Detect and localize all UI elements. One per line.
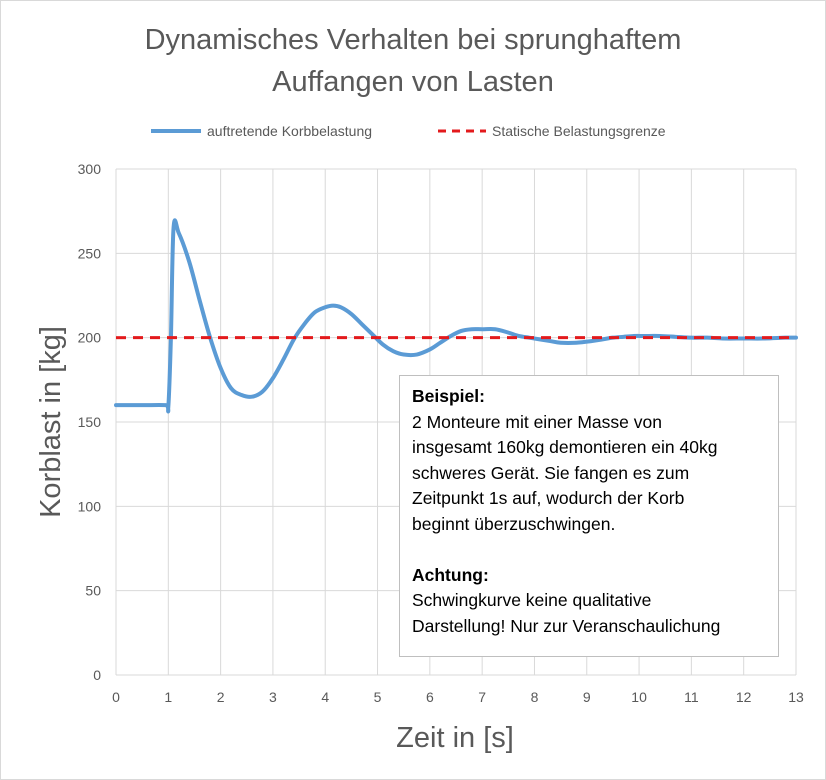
x-tick-label: 10 <box>631 689 647 705</box>
y-axis-title: Korblast in [kg] <box>35 326 67 518</box>
chart-title-line-2: Auffangen von Lasten <box>272 66 554 98</box>
x-tick-label: 1 <box>164 689 172 705</box>
x-axis-title: Zeit in [s] <box>396 722 514 754</box>
x-tick-label: 0 <box>112 689 120 705</box>
annotation-heading-beispiel: Beispiel: <box>412 386 485 406</box>
y-tick-label: 300 <box>78 161 102 177</box>
annotation-line: schweres Gerät. Sie fangen es zum <box>412 462 690 483</box>
chart-title-line-1: Dynamisches Verhalten bei sprunghaftem <box>145 24 682 56</box>
annotation-line: beginnt überzuschwingen. <box>412 513 616 534</box>
annotation-line: Schwingkurve keine qualitative <box>412 590 652 610</box>
series-line-korbbelastung <box>114 218 798 414</box>
annotation-line: Darstellung! Nur zur Veranschaulichung <box>412 615 721 636</box>
annotation-line: insgesamt 160kg demontieren ein 40kg <box>412 437 718 457</box>
y-tick-labels: 0 50 100 150 200 250 300 <box>78 161 102 683</box>
y-tick-label: 100 <box>78 498 102 514</box>
x-tick-label: 12 <box>736 689 752 705</box>
x-tick-label: 8 <box>531 689 539 705</box>
series-lines <box>114 218 798 414</box>
x-tick-label: 11 <box>684 689 699 705</box>
y-tick-label: 50 <box>85 583 101 599</box>
annotation-spacer <box>412 537 766 563</box>
x-tick-label: 6 <box>426 689 434 705</box>
annotation-box: Beispiel: 2 Monteure mit einer Masse von… <box>399 375 779 657</box>
x-tick-label: 4 <box>321 689 329 705</box>
legend: auftretende Korbbelastung Statische Bela… <box>151 123 666 139</box>
y-tick-label: 150 <box>78 414 102 430</box>
x-tick-labels: 0 1 2 3 4 5 6 7 8 9 10 11 12 13 <box>112 689 804 705</box>
x-tick-label: 5 <box>374 689 382 705</box>
x-tick-label: 3 <box>269 689 277 705</box>
y-tick-label: 200 <box>78 330 102 346</box>
annotation-heading-achtung: Achtung: <box>412 564 489 585</box>
legend-label-belastungsgrenze: Statische Belastungsgrenze <box>492 123 666 139</box>
x-tick-label: 7 <box>478 689 486 705</box>
x-tick-label: 13 <box>788 689 804 705</box>
x-tick-label: 2 <box>217 689 225 705</box>
x-tick-label: 9 <box>583 689 591 705</box>
legend-label-korbbelastung: auftretende Korbbelastung <box>207 123 372 139</box>
y-tick-label: 250 <box>78 245 102 261</box>
y-tick-label: 0 <box>93 667 101 683</box>
annotation-line: Zeitpunkt 1s auf, wodurch der Korb <box>412 488 685 508</box>
annotation-line: 2 Monteure mit einer Masse von <box>412 411 662 432</box>
